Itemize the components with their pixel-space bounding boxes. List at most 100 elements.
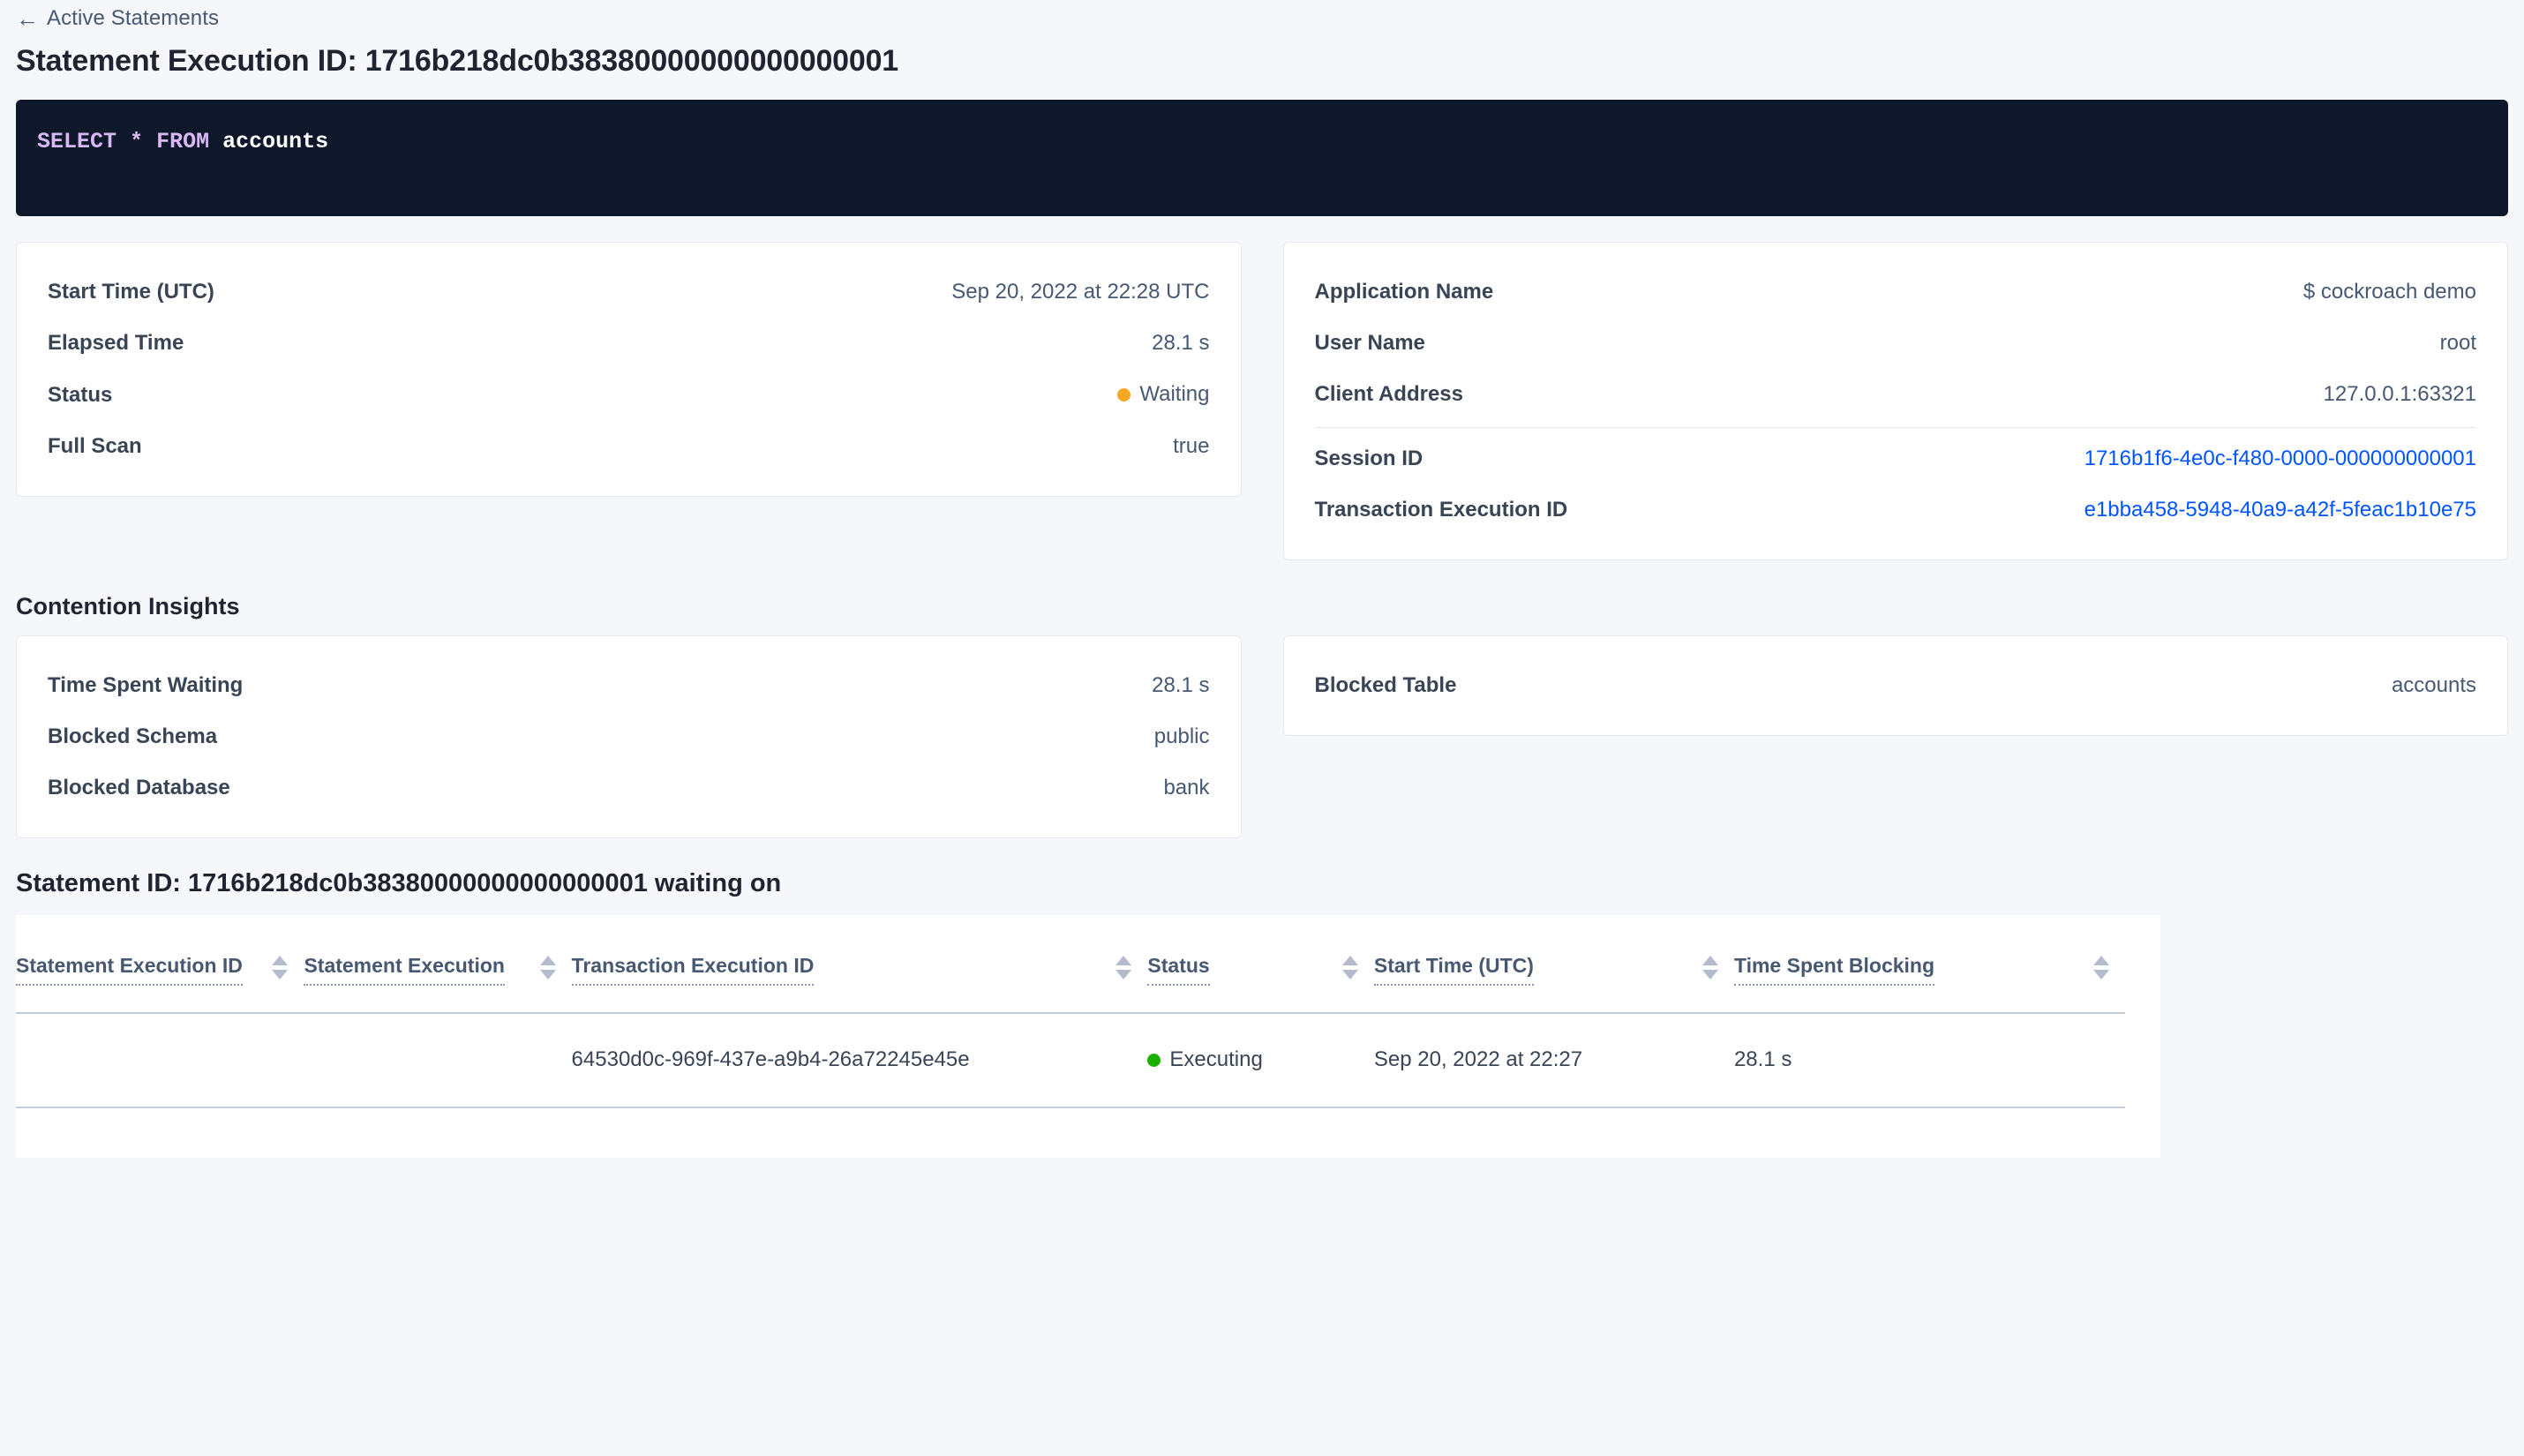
- column-header-label: Statement Execution ID: [16, 954, 243, 986]
- sort-toggle-icon[interactable]: [2093, 956, 2109, 979]
- column-header-statement-execution[interactable]: Statement Execution: [304, 943, 572, 1014]
- statement-overview-card: Start Time (UTC) Sep 20, 2022 at 22:28 U…: [16, 242, 1242, 497]
- row-blocked-database: Blocked Database bank: [48, 762, 1210, 814]
- arrow-left-icon[interactable]: ←: [16, 5, 39, 32]
- card-divider: [1314, 427, 2476, 428]
- row-start-time: Start Time (UTC) Sep 20, 2022 at 22:28 U…: [48, 266, 1210, 318]
- status-dot-executing-icon: [1147, 1053, 1161, 1067]
- caret-down-icon: [1701, 970, 1718, 979]
- page-title: Statement Execution ID: 1716b218dc0b3838…: [16, 44, 898, 78]
- row-value: root: [2439, 331, 2476, 355]
- cell-statement-execution: [304, 1013, 572, 1108]
- breadcrumb[interactable]: ← Active Statements: [16, 0, 2508, 30]
- table-header-row: Statement Execution ID Statement Executi…: [16, 943, 2125, 1014]
- cell-start-time: Sep 20, 2022 at 22:27: [1373, 1013, 1734, 1108]
- row-label: Blocked Table: [1314, 673, 1457, 697]
- status-badge: Executing: [1147, 1047, 1263, 1072]
- column-header-label: Time Spent Blocking: [1733, 954, 1935, 986]
- sort-toggle-icon[interactable]: [1341, 956, 1358, 979]
- overview-card-row: Start Time (UTC) Sep 20, 2022 at 22:28 U…: [16, 242, 2508, 560]
- row-label: Application Name: [1314, 280, 1494, 304]
- row-value: 28.1 s: [1152, 331, 1210, 355]
- row-status: Status Waiting: [48, 369, 1210, 421]
- caret-down-icon: [1116, 970, 1132, 979]
- cell-time-spent-blocking: 28.1 s: [1733, 1013, 2125, 1108]
- caret-up-icon: [1701, 956, 1718, 965]
- session-id-link[interactable]: 1716b1f6-4e0c-f480-0000-000000000001: [2084, 447, 2476, 470]
- caret-up-icon: [2093, 956, 2109, 965]
- caret-up-icon: [1116, 956, 1132, 965]
- cell-transaction-execution-id: 64530d0c-969f-437e-a9b4-26a72245e45e: [571, 1013, 1148, 1108]
- sql-operator-star: *: [130, 129, 144, 154]
- sort-toggle-icon[interactable]: [1116, 956, 1132, 979]
- row-blocked-table: Blocked Table accounts: [1315, 660, 2477, 711]
- row-label: Start Time (UTC): [48, 280, 214, 304]
- sql-keyword-select: SELECT: [37, 129, 117, 154]
- caret-down-icon: [272, 970, 289, 979]
- row-full-scan: Full Scan true: [48, 421, 1210, 472]
- overview-right-column: Application Name $ cockroach demo User N…: [1282, 242, 2508, 560]
- column-header-label: Statement Execution: [304, 954, 505, 986]
- row-label: Session ID: [1314, 447, 1424, 470]
- caret-up-icon: [272, 956, 289, 965]
- column-header-status[interactable]: Status: [1147, 943, 1374, 1014]
- row-label: Elapsed Time: [48, 331, 184, 355]
- contention-insights-heading: Contention Insights: [16, 593, 240, 619]
- contention-right-column: Blocked Table accounts: [1282, 635, 2508, 838]
- contention-details-card: Time Spent Waiting 28.1 s Blocked Schema…: [16, 635, 1242, 838]
- row-time-spent-waiting: Time Spent Waiting 28.1 s: [48, 660, 1210, 711]
- row-value: true: [1173, 433, 1210, 458]
- caret-up-icon: [539, 956, 556, 965]
- column-header-label: Transaction Execution ID: [571, 954, 815, 986]
- sort-toggle-icon[interactable]: [272, 956, 289, 979]
- blocked-table-card: Blocked Table accounts: [1282, 635, 2508, 736]
- row-session-id: Session ID 1716b1f6-4e0c-f480-0000-00000…: [1315, 433, 2477, 484]
- session-overview-card: Application Name $ cockroach demo User N…: [1282, 242, 2508, 560]
- row-value: accounts: [2391, 673, 2476, 697]
- contention-left-column: Time Spent Waiting 28.1 s Blocked Schema…: [16, 635, 1242, 838]
- column-header-start-time[interactable]: Start Time (UTC): [1373, 943, 1734, 1014]
- row-label: Blocked Database: [48, 776, 230, 799]
- row-value: bank: [1163, 776, 1210, 799]
- row-label: User Name: [1314, 331, 1425, 355]
- row-client-address: Client Address 127.0.0.1:63321: [1315, 369, 2477, 420]
- row-value: Sep 20, 2022 at 22:28 UTC: [951, 280, 1210, 304]
- column-header-label: Start Time (UTC): [1373, 954, 1534, 986]
- caret-down-icon: [539, 970, 556, 979]
- sql-keyword-from: FROM: [156, 129, 210, 154]
- row-value: 127.0.0.1:63321: [2323, 382, 2477, 406]
- cell-status: Executing: [1147, 1013, 1374, 1108]
- row-application-name: Application Name $ cockroach demo: [1315, 266, 2477, 318]
- breadcrumb-link-active-statements[interactable]: Active Statements: [47, 6, 220, 30]
- transaction-execution-id-link[interactable]: e1bba458-5948-40a9-a42f-5feac1b10e75: [2084, 498, 2476, 522]
- caret-down-icon: [2093, 970, 2109, 979]
- row-blocked-schema: Blocked Schema public: [48, 711, 1210, 762]
- waiting-on-table: Statement Execution ID Statement Executi…: [16, 943, 2125, 1108]
- column-header-label: Status: [1147, 954, 1210, 986]
- status-dot-waiting-icon: [1117, 387, 1131, 402]
- row-transaction-execution-id: Transaction Execution ID e1bba458-5948-4…: [1315, 484, 2477, 536]
- sql-identifier-table: accounts: [222, 129, 329, 154]
- sort-toggle-icon[interactable]: [539, 956, 556, 979]
- waiting-on-table-panel: Statement Execution ID Statement Executi…: [16, 915, 2160, 1158]
- row-value: public: [1153, 724, 1210, 748]
- row-label: Time Spent Waiting: [48, 673, 244, 697]
- row-label: Status: [48, 382, 113, 407]
- column-header-time-spent-blocking[interactable]: Time Spent Blocking: [1733, 943, 2125, 1014]
- sql-statement-block: SELECT * FROM accounts: [16, 100, 2508, 216]
- sort-toggle-icon[interactable]: [1701, 956, 1718, 979]
- table-row[interactable]: 64530d0c-969f-437e-a9b4-26a72245e45e Exe…: [16, 1013, 2125, 1108]
- column-header-statement-execution-id[interactable]: Statement Execution ID: [16, 943, 304, 1014]
- row-label: Transaction Execution ID: [1314, 498, 1568, 522]
- row-label: Full Scan: [48, 433, 142, 458]
- row-value-status: Waiting: [1117, 382, 1210, 408]
- status-text: Waiting: [1139, 382, 1210, 406]
- overview-left-column: Start Time (UTC) Sep 20, 2022 at 22:28 U…: [16, 242, 1242, 560]
- row-user-name: User Name root: [1315, 318, 2477, 369]
- row-value: 28.1 s: [1152, 673, 1210, 697]
- status-text: Executing: [1169, 1047, 1263, 1071]
- column-header-transaction-execution-id[interactable]: Transaction Execution ID: [571, 943, 1148, 1014]
- caret-up-icon: [1341, 956, 1358, 965]
- row-elapsed-time: Elapsed Time 28.1 s: [48, 318, 1210, 369]
